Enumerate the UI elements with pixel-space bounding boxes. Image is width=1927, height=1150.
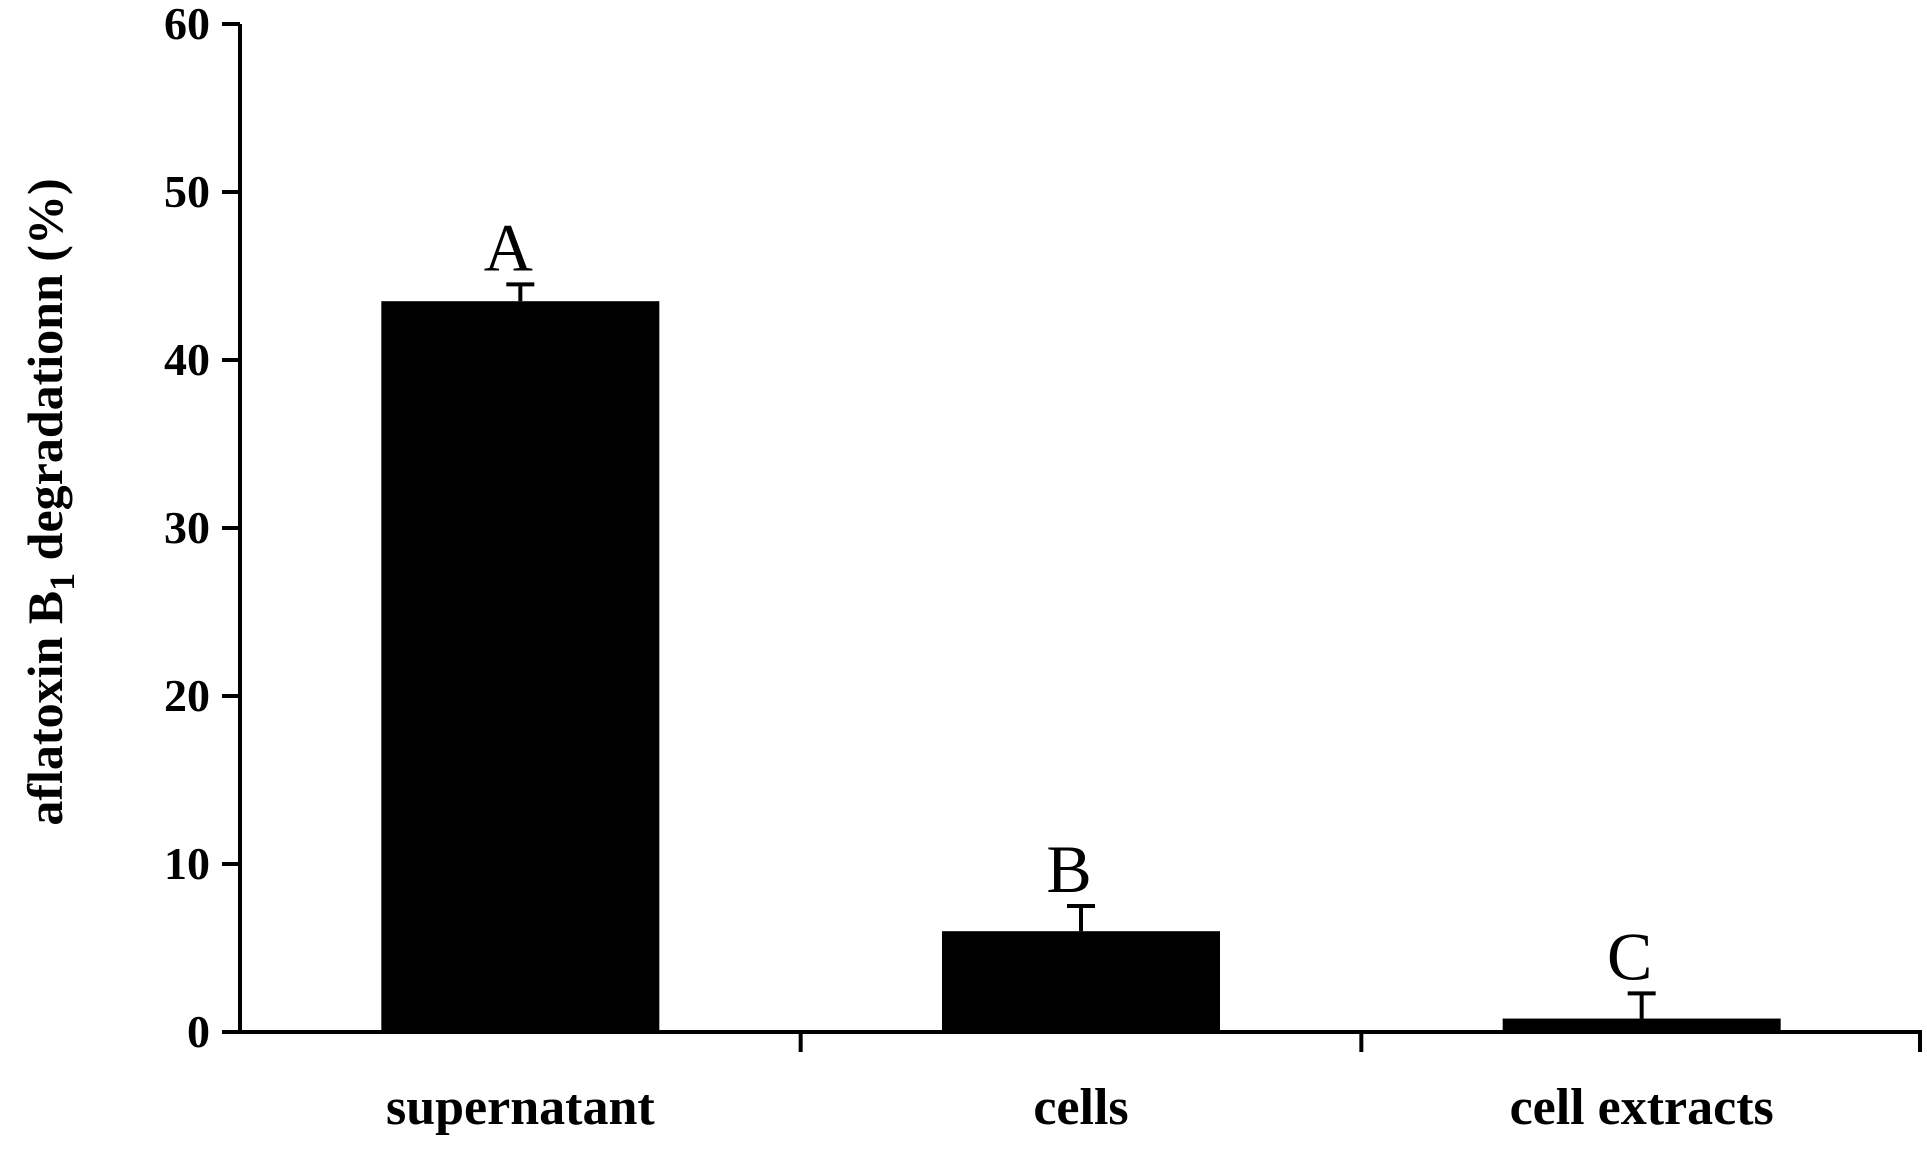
y-tick-label: 40 — [164, 334, 210, 385]
y-axis-title-subscript: 1 — [42, 573, 82, 591]
significance-letter: B — [1046, 831, 1091, 907]
x-category-label: cells — [1033, 1079, 1128, 1136]
bar — [942, 931, 1220, 1032]
bar — [1502, 1018, 1781, 1032]
x-category-label: cell extracts — [1510, 1079, 1774, 1136]
bar — [381, 301, 660, 1032]
y-tick-label: 50 — [164, 166, 210, 217]
y-tick-label: 0 — [187, 1006, 210, 1057]
y-tick-label: 10 — [164, 838, 210, 889]
y-axis-title-prefix: aflatoxin B — [17, 591, 73, 826]
bars — [381, 301, 1781, 1032]
y-tick-label: 30 — [164, 502, 210, 553]
significance-letter: A — [484, 209, 533, 285]
x-axis-labels: supernatant cells cell extracts — [386, 1079, 1774, 1136]
y-axis-title: aflatoxin B1 degradationn (%) — [17, 178, 82, 825]
y-tick-label: 20 — [164, 670, 210, 721]
y-tick-label: 60 — [164, 0, 210, 49]
significance-letter: C — [1607, 918, 1652, 994]
significance-letters: A B C — [484, 209, 1653, 994]
x-category-label: supernatant — [386, 1079, 655, 1136]
error-bars — [506, 282, 1656, 1019]
y-axis-ticks: 0 10 20 30 40 50 60 — [164, 0, 240, 1057]
x-axis-ticks — [798, 1032, 1922, 1052]
y-axis-title-suffix: degradationn (%) — [17, 178, 73, 572]
